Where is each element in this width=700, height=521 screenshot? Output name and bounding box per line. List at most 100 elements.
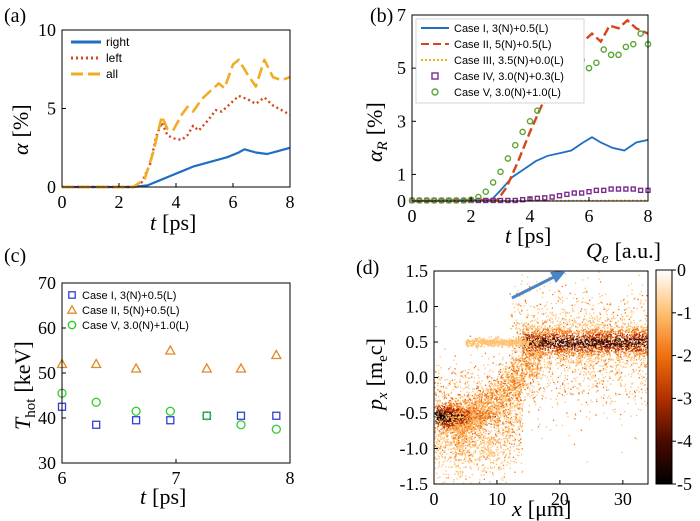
particle bbox=[606, 349, 609, 351]
particle bbox=[492, 442, 495, 445]
particle bbox=[501, 422, 504, 424]
particle bbox=[621, 336, 623, 338]
particle bbox=[558, 356, 561, 359]
particle bbox=[454, 404, 457, 406]
particle bbox=[536, 337, 538, 339]
particle bbox=[445, 411, 447, 413]
particle bbox=[465, 401, 467, 403]
particle bbox=[445, 402, 447, 404]
particle bbox=[619, 335, 621, 337]
particle bbox=[579, 343, 581, 346]
particle bbox=[469, 423, 471, 425]
particle bbox=[635, 328, 637, 330]
particle bbox=[616, 365, 618, 367]
particle bbox=[517, 396, 519, 399]
particle bbox=[590, 349, 592, 351]
particle bbox=[594, 347, 596, 349]
particle bbox=[492, 472, 494, 474]
particle bbox=[436, 417, 439, 419]
particle bbox=[521, 448, 523, 450]
particle bbox=[449, 457, 451, 459]
particle bbox=[457, 423, 460, 425]
particle bbox=[441, 410, 443, 413]
particle bbox=[530, 333, 533, 336]
particle bbox=[609, 354, 611, 356]
particle bbox=[449, 416, 451, 418]
particle bbox=[499, 416, 501, 419]
particle bbox=[542, 340, 544, 342]
panel-a-ytick-label: 0 bbox=[47, 177, 56, 197]
panel-b-ytick-label: 5 bbox=[397, 58, 406, 78]
particle bbox=[626, 343, 628, 345]
particle bbox=[526, 324, 529, 326]
particle bbox=[446, 428, 448, 431]
series-case-v-point bbox=[511, 141, 519, 149]
particle bbox=[459, 403, 461, 405]
particle bbox=[517, 399, 519, 402]
particle bbox=[471, 435, 473, 438]
particle bbox=[561, 336, 563, 338]
particle bbox=[590, 344, 593, 347]
particle bbox=[443, 410, 445, 412]
particle bbox=[484, 373, 486, 375]
particle bbox=[452, 414, 455, 416]
particle bbox=[636, 328, 638, 330]
particle bbox=[449, 420, 451, 422]
panel-a-xtick-label: 6 bbox=[229, 192, 238, 212]
particle bbox=[450, 425, 452, 427]
particle bbox=[457, 393, 459, 396]
particle bbox=[483, 442, 485, 445]
particle bbox=[464, 422, 466, 425]
particle bbox=[443, 394, 446, 396]
particle bbox=[588, 342, 591, 344]
series-case-iv-point bbox=[586, 188, 592, 195]
particle bbox=[454, 386, 457, 388]
particle bbox=[565, 349, 568, 352]
particle bbox=[477, 402, 479, 404]
particle bbox=[515, 417, 517, 420]
particle bbox=[599, 342, 602, 344]
particle bbox=[602, 369, 604, 371]
particle bbox=[605, 364, 607, 366]
particle bbox=[552, 337, 554, 339]
particle bbox=[443, 425, 445, 427]
particle bbox=[504, 414, 506, 416]
particle bbox=[533, 330, 535, 333]
particle bbox=[534, 346, 536, 349]
particle bbox=[446, 433, 448, 435]
particle bbox=[470, 420, 472, 422]
particle bbox=[487, 446, 489, 448]
particle bbox=[561, 319, 563, 321]
particle bbox=[633, 345, 636, 347]
particle bbox=[529, 343, 531, 345]
particle bbox=[500, 451, 502, 453]
particle bbox=[646, 337, 648, 339]
particle bbox=[529, 344, 531, 347]
particle bbox=[542, 328, 544, 330]
particle bbox=[464, 424, 466, 426]
particle bbox=[583, 344, 585, 346]
particle bbox=[471, 395, 473, 397]
particle bbox=[585, 331, 587, 333]
particle bbox=[566, 349, 569, 351]
particle bbox=[439, 448, 441, 450]
particle bbox=[531, 346, 533, 348]
particle bbox=[524, 346, 526, 348]
particle bbox=[486, 424, 488, 426]
particle bbox=[588, 338, 590, 340]
particle bbox=[437, 438, 439, 440]
particle bbox=[550, 341, 552, 343]
particle bbox=[439, 411, 441, 413]
particle bbox=[587, 343, 590, 346]
particle bbox=[543, 343, 545, 345]
particle bbox=[532, 335, 534, 337]
particle bbox=[452, 436, 455, 438]
particle bbox=[467, 443, 469, 445]
particle bbox=[593, 341, 595, 343]
particle bbox=[618, 348, 620, 350]
particle bbox=[502, 356, 504, 359]
particle bbox=[515, 448, 518, 450]
particle bbox=[545, 354, 547, 356]
particle bbox=[619, 355, 621, 358]
particle bbox=[468, 407, 470, 409]
